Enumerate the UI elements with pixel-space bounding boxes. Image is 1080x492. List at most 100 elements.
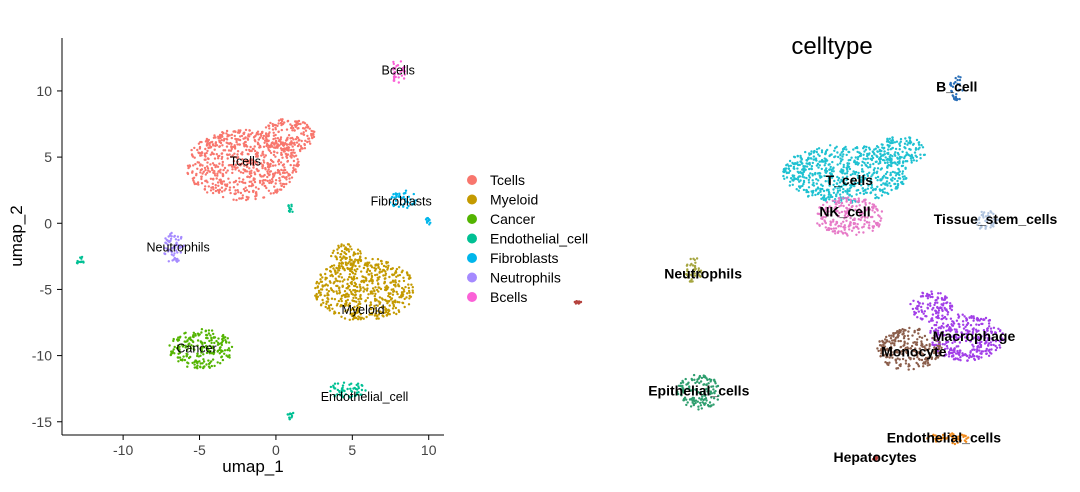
point-Myeloid xyxy=(326,296,329,300)
point-Tcells xyxy=(259,145,262,149)
point-Tcells xyxy=(251,184,255,187)
point-Macrophage xyxy=(972,315,975,318)
point-T_cells xyxy=(869,157,873,160)
legend-label-Cancer: Cancer xyxy=(490,211,535,227)
point-T_cells xyxy=(796,170,799,173)
point-Monocyte xyxy=(903,334,906,338)
point-Tcells xyxy=(243,189,247,193)
point-T_cells xyxy=(842,163,845,167)
point-Tcells xyxy=(226,169,229,172)
point-Myeloid xyxy=(394,306,398,310)
point-T_cells xyxy=(842,187,845,191)
point-T_cells xyxy=(870,183,873,187)
point-Monocyte xyxy=(886,340,889,343)
point-T_cells xyxy=(846,188,849,191)
point-Tcells xyxy=(215,144,219,147)
point-T_cells xyxy=(894,187,897,190)
point-Macrophage xyxy=(984,336,987,339)
point-Myeloid xyxy=(364,263,368,267)
point-T_cells xyxy=(907,153,910,157)
point-Tcells xyxy=(221,160,224,164)
point-NK_cell xyxy=(854,208,857,211)
point-Cancer xyxy=(221,358,225,362)
point-T_cells xyxy=(859,180,863,184)
point-Macrophage xyxy=(946,301,949,304)
point-T_cells xyxy=(856,174,859,177)
point-NK_cell xyxy=(831,230,834,233)
point-Endothelial_cell xyxy=(288,208,292,212)
point-Myeloid xyxy=(356,309,359,312)
point-Myeloid xyxy=(353,305,356,309)
point-T_cells xyxy=(863,173,866,177)
point-Myeloid xyxy=(398,266,401,269)
point-B_cell xyxy=(954,80,957,84)
point-Myeloid xyxy=(360,270,363,273)
point-Myeloid xyxy=(409,295,413,298)
point-Myeloid xyxy=(339,297,342,301)
point-Tcells xyxy=(223,166,227,170)
point-T_cells xyxy=(860,184,863,187)
point-B_cell xyxy=(956,78,959,82)
point-Tcells xyxy=(217,184,220,187)
point-Cancer xyxy=(178,349,181,352)
point-Tcells xyxy=(203,152,207,155)
point-Myeloid xyxy=(386,266,390,270)
point-T_cells xyxy=(783,177,786,180)
point-Tcells xyxy=(236,153,239,156)
point-NK_cell xyxy=(863,199,866,202)
point-T_cells xyxy=(888,144,891,147)
point-Cancer xyxy=(189,347,193,350)
point-Myeloid xyxy=(344,246,347,249)
point-Myeloid xyxy=(359,255,362,258)
point-Tcells xyxy=(249,174,253,178)
point-T_cells xyxy=(919,153,922,156)
point-Myeloid xyxy=(388,275,391,279)
point-Fibroblasts xyxy=(407,204,410,208)
point-Cancer xyxy=(223,349,227,352)
point-NK_cell xyxy=(844,196,847,200)
point-NK_cell xyxy=(827,210,830,213)
point-Myeloid xyxy=(340,250,344,253)
x-tick-label: 5 xyxy=(348,442,356,458)
point-Tcells xyxy=(203,158,206,161)
point-Tcells xyxy=(251,147,255,151)
point-Myeloid xyxy=(375,273,379,276)
point-Myeloid xyxy=(325,302,328,306)
point-T_cells xyxy=(887,148,890,151)
point-NK_cell xyxy=(840,204,843,207)
point-Tcells xyxy=(266,170,269,173)
point-Tcells xyxy=(289,143,293,146)
point-T_cells xyxy=(906,143,909,146)
point-T_cells xyxy=(914,154,917,157)
point-Bcells xyxy=(403,73,407,76)
point-Cancer xyxy=(184,336,187,339)
point-Neutrophils xyxy=(182,244,185,247)
point-T_cells xyxy=(791,178,794,182)
point-Fibroblasts xyxy=(389,201,392,204)
point-Macrophage xyxy=(987,343,990,347)
point-Tcells xyxy=(186,172,190,176)
point-T_cells xyxy=(845,153,848,157)
point-T_cells xyxy=(862,192,866,196)
point-Tcells xyxy=(272,146,276,149)
point-Tcells xyxy=(254,197,257,201)
point-T_cells xyxy=(850,195,853,198)
point-Tissue_stem_cells xyxy=(986,214,990,217)
point-Myeloid xyxy=(315,298,319,301)
point-T_cells xyxy=(897,177,900,180)
point-T_cells xyxy=(904,166,907,169)
point-Tcells xyxy=(201,164,204,167)
point-Macrophage xyxy=(987,336,990,340)
point-Tcells xyxy=(248,129,251,132)
point-Tcells xyxy=(276,188,279,191)
point-Tcells xyxy=(300,139,303,143)
point-T_cells xyxy=(883,187,886,190)
point-Myeloid xyxy=(396,274,400,277)
point-Myeloid xyxy=(383,281,386,284)
point-T_cells xyxy=(830,168,833,171)
point-Tcells xyxy=(268,146,272,149)
point-Cancer xyxy=(226,337,229,340)
point-Myeloid xyxy=(371,257,374,261)
point-B_cell xyxy=(957,88,960,92)
point-Endothelial_cell xyxy=(350,382,353,385)
